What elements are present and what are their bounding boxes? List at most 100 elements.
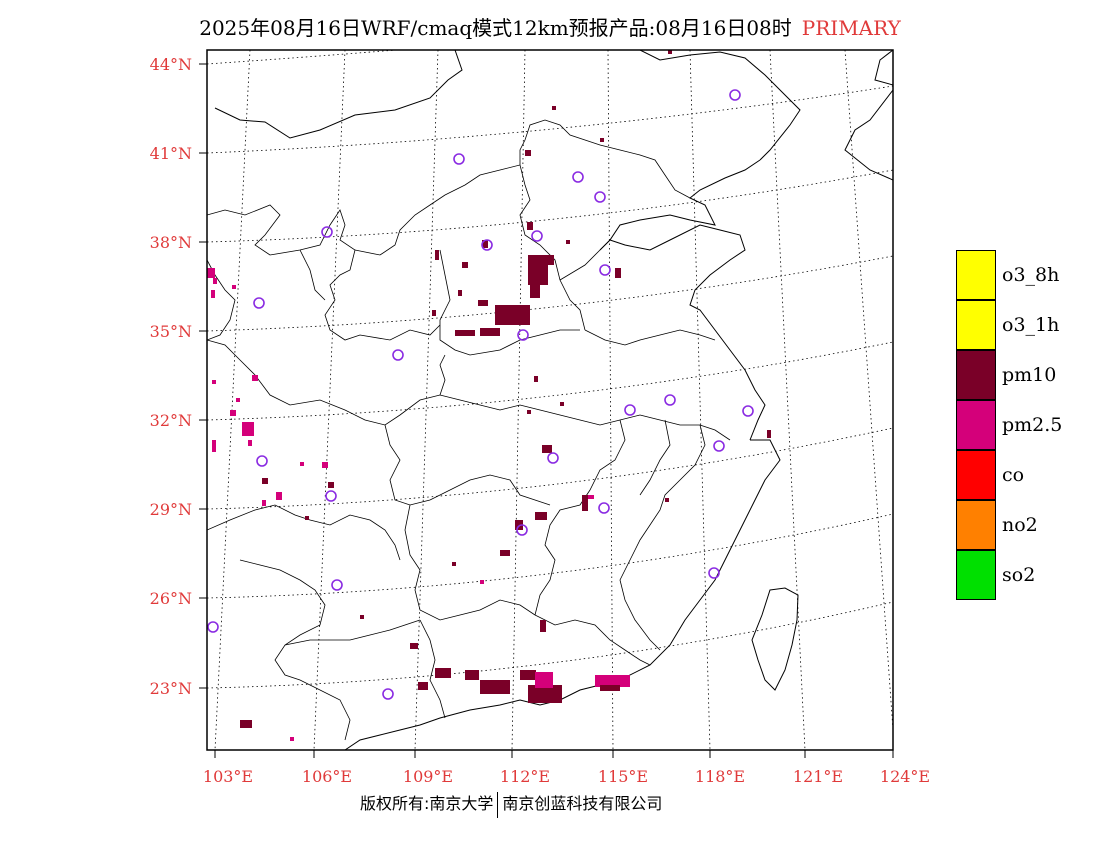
title-main: 2025年08月16日WRF/cmaq模式12km预报产品:08月16日08时: [199, 16, 792, 40]
legend-swatch-so2: [956, 550, 996, 600]
station-marker: [382, 688, 394, 700]
pollution-cell: [480, 328, 500, 336]
pollution-cell: [432, 310, 436, 316]
legend-label-co: co: [1002, 464, 1025, 486]
pollution-cell: [582, 495, 588, 511]
pollution-cell: [462, 262, 468, 268]
pollution-cell: [465, 670, 479, 680]
pollution-cell: [322, 462, 328, 468]
legend-swatch-o3-1h: [956, 300, 996, 350]
lon-label: 118°E: [695, 767, 745, 786]
pollution-cell: [435, 668, 451, 678]
pollution-cell: [213, 278, 217, 284]
pollution-cell: [566, 240, 570, 244]
map-title: 2025年08月16日WRF/cmaq模式12km预报产品:08月16日08时 P…: [0, 12, 1100, 41]
station-marker: [594, 191, 606, 203]
pollution-cell: [588, 495, 594, 499]
pollution-cell: [600, 685, 620, 691]
pollution-cell: [534, 376, 538, 382]
copyright-footer: 版权所有:南京大学 南京创蓝科技有限公司: [360, 790, 662, 818]
pollution-cell: [495, 305, 530, 325]
station-marker: [453, 153, 465, 165]
lon-label: 106°E: [302, 767, 352, 786]
lat-label: 29°N: [150, 500, 192, 519]
station-marker: [207, 621, 219, 633]
pollution-cell: [528, 255, 548, 285]
station-marker: [598, 502, 610, 514]
station-marker: [572, 171, 584, 183]
pollution-cell: [595, 675, 630, 687]
pollution-cell: [452, 562, 456, 566]
coastline: [214, 50, 893, 750]
lat-label: 32°N: [150, 411, 192, 430]
legend-label-o3-1h: o3_1h: [1002, 314, 1060, 336]
station-marker: [742, 405, 754, 417]
axis-ticks: [199, 63, 894, 758]
pollution-cell: [276, 492, 282, 500]
lon-label: 103°E: [203, 767, 253, 786]
pollution-cell: [458, 290, 462, 296]
lon-label: 121°E: [793, 767, 843, 786]
pollution-cell: [767, 430, 771, 438]
pollution-cell: [480, 580, 484, 584]
pollution-cell: [211, 290, 215, 298]
lat-label: 35°N: [150, 322, 192, 341]
station-marker: [517, 329, 529, 341]
pollution-cell: [290, 737, 294, 741]
pollution-cell: [455, 330, 475, 336]
pollution-cell: [552, 106, 556, 110]
pollution-cell: [410, 643, 418, 649]
pollution-cell: [515, 520, 523, 530]
pollution-cell: [300, 462, 304, 466]
station-marker: [481, 239, 493, 251]
pollution-cell: [232, 285, 236, 289]
lon-label: 112°E: [500, 767, 550, 786]
pollution-cell: [328, 482, 334, 488]
legend-swatch-no2: [956, 500, 996, 550]
pollution-cell: [212, 440, 216, 452]
pollution-cell: [262, 478, 268, 484]
station-marker: [547, 452, 559, 464]
station-marker: [516, 524, 528, 536]
legend-swatch-co: [956, 450, 996, 500]
pollution-cell: [540, 620, 546, 632]
station-marker: [713, 440, 725, 452]
station-marker: [392, 349, 404, 361]
station-marker: [331, 579, 343, 591]
station-marker: [708, 567, 720, 579]
pollution-cell: [236, 398, 240, 402]
footer-separator: [497, 791, 499, 818]
pollution-cell: [240, 720, 252, 728]
pollution-cell: [242, 422, 254, 436]
pollution-cell: [527, 222, 533, 230]
pollution-cell: [360, 615, 364, 619]
pollution-cell: [542, 445, 552, 453]
lon-label: 109°E: [403, 767, 453, 786]
station-marker: [624, 404, 636, 416]
legend-swatch-pm25: [956, 400, 996, 450]
legend-swatch-o3-8h: [956, 250, 996, 300]
pollution-cell: [248, 440, 252, 446]
pollution-cell: [482, 240, 488, 248]
legend-label-o3-8h: o3_8h: [1002, 264, 1060, 286]
pollution-cell: [230, 410, 236, 416]
map-frame: [206, 49, 894, 751]
legend-label-so2: so2: [1002, 564, 1036, 586]
legend-swatch-pm10: [956, 350, 996, 400]
pollution-cell: [548, 255, 554, 265]
station-marker: [253, 297, 265, 309]
station-marker: [729, 89, 741, 101]
pollution-cell: [418, 682, 428, 690]
lat-label: 23°N: [150, 679, 192, 698]
station-marker: [325, 490, 337, 502]
pollution-cell: [528, 685, 562, 703]
station-marker: [531, 230, 543, 242]
pollution-cell: [527, 410, 531, 414]
pollution-cell: [305, 516, 309, 520]
pollution-cell: [520, 670, 536, 680]
lon-label: 124°E: [880, 767, 930, 786]
pollution-cell: [252, 375, 258, 381]
station-marker: [256, 455, 268, 467]
lat-label: 41°N: [150, 144, 192, 163]
